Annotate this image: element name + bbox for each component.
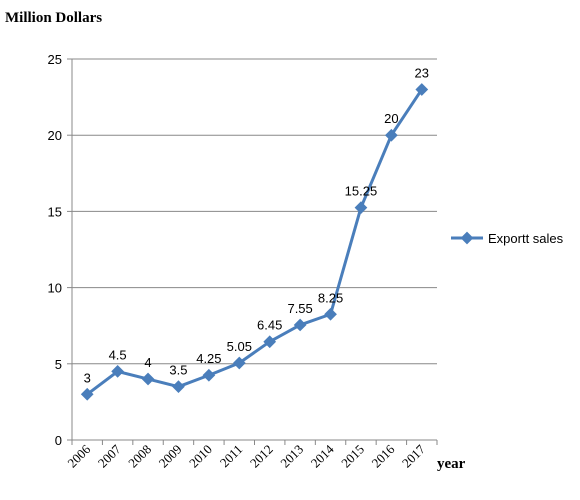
y-tick-labels: 0 5 10 15 20 25: [48, 52, 62, 448]
legend-marker: [460, 231, 474, 245]
y-tick-label: 20: [48, 128, 62, 143]
data-point: [80, 387, 94, 401]
data-label: 15.25: [345, 184, 378, 199]
x-tick-label: 2008: [125, 442, 154, 471]
data-label: 3: [84, 370, 91, 385]
y-tick-label: 25: [48, 52, 62, 67]
data-label: 20: [384, 111, 398, 126]
y-tick-label: 10: [48, 281, 62, 296]
x-tick-labels: 2006 2007 2008 2009 2010 2011 2012 2013 2014 2015…: [64, 441, 428, 470]
data-point: [293, 318, 307, 332]
data-label: 4.25: [196, 351, 221, 366]
data-point: [324, 307, 337, 321]
data-label: 6.45: [257, 318, 282, 333]
x-tick-label: 2011: [217, 442, 246, 471]
data-labels: 3 4.5 4 3.5 4.25 5.05 6.45 7.55 8.25 15.25 20 23: [84, 65, 429, 385]
data-point: [172, 380, 185, 394]
y-tick-label: 15: [48, 204, 62, 219]
data-label: 8.25: [318, 290, 343, 305]
grid-lines: [67, 58, 437, 441]
x-tick-label: 2010: [186, 442, 215, 471]
x-tick-label: 2007: [95, 441, 124, 470]
data-point: [111, 365, 124, 378]
data-label: 23: [415, 65, 429, 80]
x-tick-label: 2016: [369, 441, 398, 470]
data-label: 4.5: [109, 347, 127, 362]
axes: [71, 59, 438, 445]
series-group: [80, 83, 429, 401]
x-tick-label: 2006: [64, 441, 93, 470]
y-tick-label: 0: [55, 433, 62, 448]
data-point: [415, 83, 429, 96]
data-label: 5.05: [227, 339, 252, 354]
x-tick-label: 2017: [399, 441, 428, 470]
x-tick-label: 2013: [277, 442, 306, 471]
data-point: [232, 356, 246, 370]
x-tick-label: 2015: [338, 442, 367, 471]
y-axis-title: Million Dollars: [5, 10, 102, 26]
legend-label: Exportt sales: [488, 231, 564, 246]
data-point: [202, 368, 216, 382]
x-tick-label: 2012: [247, 442, 276, 471]
x-tick-label: 2014: [308, 441, 337, 470]
x-tick-label: 2009: [156, 442, 185, 471]
data-point: [141, 372, 155, 386]
data-label: 3.5: [169, 363, 187, 378]
data-point: [354, 201, 368, 214]
data-point: [263, 335, 277, 349]
data-label: 7.55: [287, 301, 312, 316]
data-point: [385, 128, 398, 142]
y-tick-label: 5: [55, 357, 62, 372]
x-axis-title: year: [437, 456, 466, 472]
legend: Exportt sales: [451, 231, 564, 246]
data-label: 4: [144, 355, 151, 370]
